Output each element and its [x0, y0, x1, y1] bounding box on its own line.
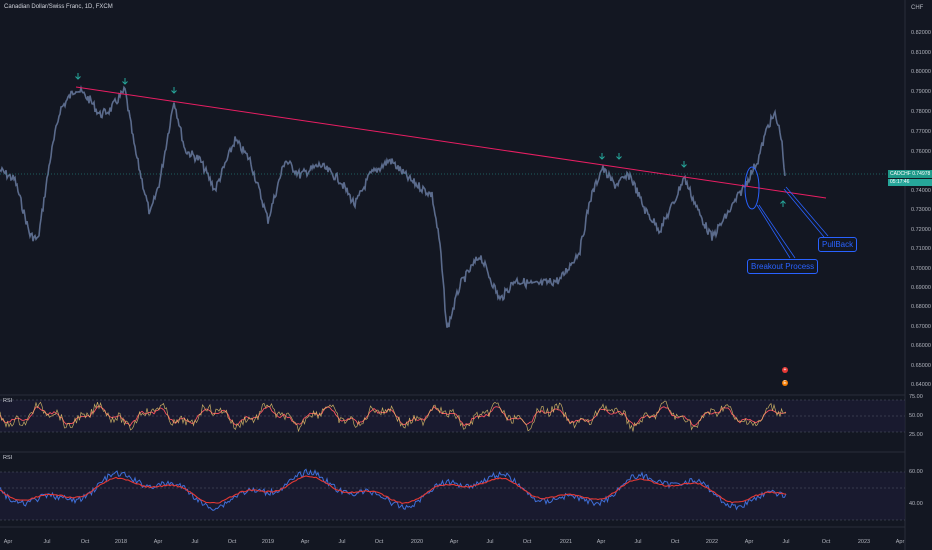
time-axis-label: Oct: [374, 539, 384, 545]
event-marker-icon[interactable]: E: [782, 380, 788, 386]
price-axis-label: 0.64000: [911, 382, 931, 388]
last-price-value: 0.74978: [912, 171, 931, 177]
time-axis-label: Oct: [227, 539, 237, 545]
price-axis-label: 0.82000: [911, 30, 931, 36]
price-axis-label: 0.76000: [911, 149, 931, 155]
pivot-arrows: [75, 73, 786, 207]
time-axis-label: 2023: [857, 539, 871, 545]
rsi1-level-label: 75.00: [909, 394, 923, 400]
down-arrow-icon: [122, 78, 128, 85]
down-arrow-icon: [171, 87, 177, 94]
time-axis-label: Jul: [338, 539, 346, 545]
time-axis-label: 2021: [559, 539, 573, 545]
breakout-pointer: [756, 204, 791, 259]
pullback-label[interactable]: PullBack: [818, 237, 858, 252]
time-axis-label: Apr: [3, 539, 13, 545]
time-axis-label: Jul: [634, 539, 642, 545]
last-price-tag: CADCHF 0.74978: [888, 170, 932, 178]
down-arrow-icon: [681, 161, 687, 168]
time-axis-label: 2020: [410, 539, 424, 545]
rsi2-level-label: 60.00: [909, 469, 923, 475]
last-price-symbol: CADCHF: [890, 171, 911, 177]
time-axis-label: 2019: [261, 539, 275, 545]
rsi1-title[interactable]: RSI: [3, 398, 13, 404]
time-axis-label: Jul: [43, 539, 51, 545]
price-axis-label: 0.67000: [911, 324, 931, 330]
time-axis-label: Oct: [821, 539, 831, 545]
time-axis-label: 2022: [705, 539, 719, 545]
price-axis-label: 0.77000: [911, 129, 931, 135]
time-axis-label: Apr: [449, 539, 459, 545]
time-axis-label: Oct: [522, 539, 532, 545]
time-axis-label: Jul: [191, 539, 199, 545]
price-axis-label: 0.78000: [911, 109, 931, 115]
time-axis-label: Apr: [153, 539, 163, 545]
time-axis-label: Apr: [744, 539, 754, 545]
time-axis-label: Apr: [895, 539, 905, 545]
time-axis-label: Oct: [80, 539, 90, 545]
time-axis-label: Jul: [486, 539, 494, 545]
price-axis-label: 0.70000: [911, 266, 931, 272]
price-axis-label: 0.66000: [911, 343, 931, 349]
time-axis-label: Oct: [670, 539, 680, 545]
rsi1-level-label: 50.00: [909, 413, 923, 419]
rsi1-ma-line: [0, 405, 787, 427]
price-axis-label: 0.72000: [911, 227, 931, 233]
time-axis-label: Apr: [596, 539, 606, 545]
currency-label: CHF: [911, 5, 924, 11]
time-axis-label: Apr: [300, 539, 310, 545]
rsi1-level-label: 25.00: [909, 432, 923, 438]
chart-title: Canadian Dollar/Swiss Franc, 1D, FXCM: [4, 4, 113, 10]
down-arrow-icon: [599, 153, 605, 160]
rsi1-line: [0, 400, 787, 433]
price-axis-label: 0.79000: [911, 89, 931, 95]
time-axis-label: 2018: [114, 539, 128, 545]
rsi2-title[interactable]: RSI: [3, 455, 13, 461]
price-axis-label: 0.81000: [911, 50, 931, 56]
rsi2-level-label: 40.00: [909, 501, 923, 507]
price-axis-label: 0.69000: [911, 285, 931, 291]
price-axis-label: 0.74000: [911, 188, 931, 194]
price-series[interactable]: [0, 84, 786, 328]
pullback-pointer: [785, 186, 829, 237]
up-arrow-icon: [780, 200, 786, 207]
breakout-label[interactable]: Breakout Process: [747, 259, 819, 274]
price-axis-label: 0.73000: [911, 207, 931, 213]
price-axis-label: 0.80000: [911, 69, 931, 75]
descending-trendline[interactable]: [75, 86, 827, 199]
rsi2-line: [0, 468, 787, 511]
rsi2-ma-line: [0, 475, 787, 504]
price-axis-label: 0.65000: [911, 363, 931, 369]
event-marker-icon[interactable]: +: [782, 367, 788, 373]
price-axis-label: 0.68000: [911, 304, 931, 310]
breakout-pointer: [758, 204, 796, 259]
price-axis-label: 0.71000: [911, 246, 931, 252]
last-price-countdown: 05:17:46: [888, 179, 932, 186]
pullback-pointer: [783, 188, 825, 238]
breakout-ellipse[interactable]: [744, 166, 760, 210]
down-arrow-icon: [75, 73, 81, 80]
time-axis-label: Jul: [782, 539, 790, 545]
down-arrow-icon: [616, 153, 622, 160]
